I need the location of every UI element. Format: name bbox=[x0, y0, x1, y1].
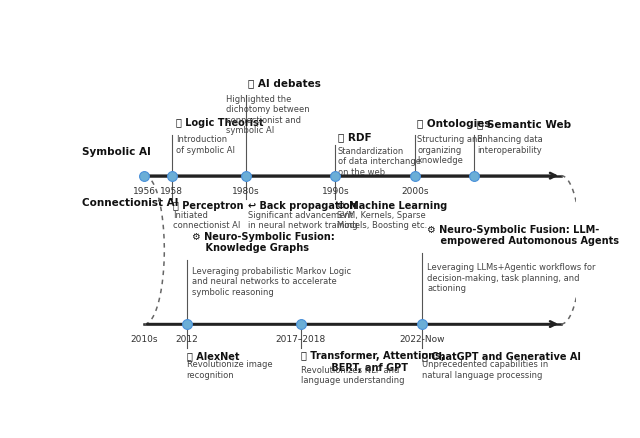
Text: 1958: 1958 bbox=[160, 187, 183, 197]
Point bbox=[296, 321, 306, 328]
Point bbox=[469, 172, 479, 179]
Text: Highlighted the
dichotomy between
connectionist and
symbolic AI: Highlighted the dichotomy between connec… bbox=[227, 95, 310, 135]
Text: Significant advancement
in neural network training: Significant advancement in neural networ… bbox=[248, 211, 357, 230]
Text: 🖼︎ AlexNet: 🖼︎ AlexNet bbox=[187, 351, 239, 361]
Text: 2017–2018: 2017–2018 bbox=[276, 335, 326, 344]
Text: 1956: 1956 bbox=[133, 187, 156, 197]
Text: 🌐 RDF: 🌐 RDF bbox=[338, 132, 372, 142]
Text: Initiated
connectionist AI: Initiated connectionist AI bbox=[173, 211, 241, 230]
Text: 🧠 Perceptron: 🧠 Perceptron bbox=[173, 201, 244, 211]
Text: ⚙︎ Neuro-Symbolic Fusion: LLM-
    empowered Automonous Agents: ⚙︎ Neuro-Symbolic Fusion: LLM- empowered… bbox=[428, 225, 620, 247]
Point bbox=[241, 172, 252, 179]
Text: 2000s: 2000s bbox=[401, 187, 429, 197]
Text: Enhancing data
interoperability: Enhancing data interoperability bbox=[477, 135, 543, 155]
Text: 📚 Logic Theorist: 📚 Logic Theorist bbox=[176, 118, 263, 128]
Text: 2022-Now: 2022-Now bbox=[399, 335, 445, 344]
Text: Revolutionizes NLP and
language understanding: Revolutionizes NLP and language understa… bbox=[301, 366, 404, 385]
Text: ⚙︎ Machine Learning: ⚙︎ Machine Learning bbox=[337, 201, 447, 211]
Point bbox=[330, 172, 340, 179]
Point bbox=[140, 172, 150, 179]
Text: ↩ Back propagation: ↩ Back propagation bbox=[248, 201, 356, 211]
Text: ⚙︎ Neuro-Symbolic Fusion:
    Knowledge Graphs: ⚙︎ Neuro-Symbolic Fusion: Knowledge Grap… bbox=[191, 232, 334, 253]
Text: 🤖 ChatGPT and Generative AI: 🤖 ChatGPT and Generative AI bbox=[422, 351, 581, 361]
Text: 💡 AI debates: 💡 AI debates bbox=[248, 79, 321, 88]
Text: Connectionist AI: Connectionist AI bbox=[83, 198, 179, 208]
Text: 🌍 Semantic Web: 🌍 Semantic Web bbox=[477, 120, 571, 130]
Point bbox=[417, 321, 428, 328]
Text: Unprecedented capabilities in
natural language processing: Unprecedented capabilities in natural la… bbox=[422, 360, 548, 380]
Text: 1990s: 1990s bbox=[322, 187, 349, 197]
Text: Symbolic AI: Symbolic AI bbox=[83, 147, 151, 157]
Text: 2010s: 2010s bbox=[131, 335, 158, 344]
Point bbox=[182, 321, 192, 328]
Text: 1980s: 1980s bbox=[232, 187, 260, 197]
Text: SVM, Kernels, Sparse
Models, Boosting etc.: SVM, Kernels, Sparse Models, Boosting et… bbox=[337, 211, 427, 230]
Text: Leveraging LLMs+Agentic workflows for
decision-making, task planning, and
action: Leveraging LLMs+Agentic workflows for de… bbox=[428, 263, 596, 293]
Text: Leveraging probabilistic Markov Logic
and neural networks to accelerate
symbolic: Leveraging probabilistic Markov Logic an… bbox=[191, 267, 351, 297]
Text: Revolutionize image
recognition: Revolutionize image recognition bbox=[187, 360, 272, 380]
Text: 2012: 2012 bbox=[175, 335, 198, 344]
Text: Standardization
of data interchange
on the web: Standardization of data interchange on t… bbox=[338, 147, 421, 177]
Text: 📖 Ontologies: 📖 Ontologies bbox=[417, 120, 491, 130]
Point bbox=[410, 172, 420, 179]
Point bbox=[166, 172, 177, 179]
Text: Introduction
of symbolic AI: Introduction of symbolic AI bbox=[176, 135, 235, 155]
Text: 💬 Transformer, Attentions,
         BERT, anf GPT: 💬 Transformer, Attentions, BERT, anf GPT bbox=[301, 351, 444, 373]
Text: Structuring and
organizing
knowledge: Structuring and organizing knowledge bbox=[417, 135, 483, 165]
